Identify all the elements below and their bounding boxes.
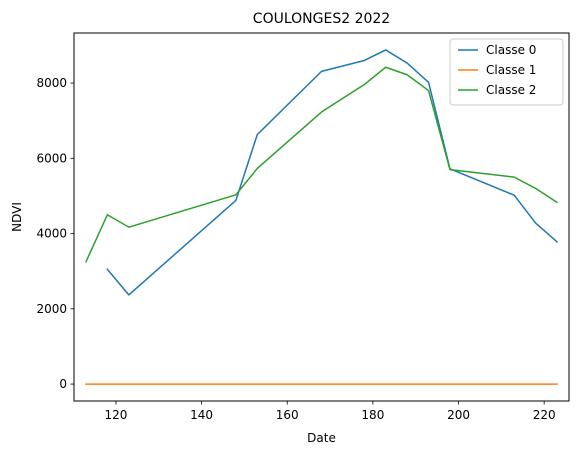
legend-box <box>449 38 564 106</box>
plot-series <box>84 49 559 385</box>
y-tick-label: 4000 <box>36 227 67 241</box>
legend-label-0: Classe 0 <box>486 43 536 57</box>
x-tick-label: 220 <box>533 408 556 422</box>
y-tick-label: 6000 <box>36 151 67 165</box>
y-tick-label: 0 <box>59 377 67 391</box>
legend: Classe 0 Classe 1 Classe 2 <box>449 38 564 106</box>
y-tick-label: 8000 <box>36 76 67 90</box>
y-axis-ticks: 0 2000 4000 6000 8000 <box>36 76 74 391</box>
y-tick-label: 2000 <box>36 302 67 316</box>
series-line-0 <box>106 49 559 296</box>
plot-frame <box>73 32 570 402</box>
x-tick-label: 180 <box>361 408 384 422</box>
y-axis-title: NDVI <box>10 202 24 232</box>
x-tick-label: 120 <box>105 408 128 422</box>
chart-title: COULONGES2 2022 <box>253 11 390 27</box>
legend-label-1: Classe 1 <box>486 63 536 77</box>
series-line-2 <box>84 66 559 263</box>
x-tick-label: 160 <box>276 408 299 422</box>
legend-label-2: Classe 2 <box>486 83 536 97</box>
x-axis-ticks: 120 140 160 180 200 220 <box>105 401 556 422</box>
x-axis-title: Date <box>307 431 336 445</box>
x-tick-label: 200 <box>447 408 470 422</box>
x-tick-label: 140 <box>190 408 213 422</box>
